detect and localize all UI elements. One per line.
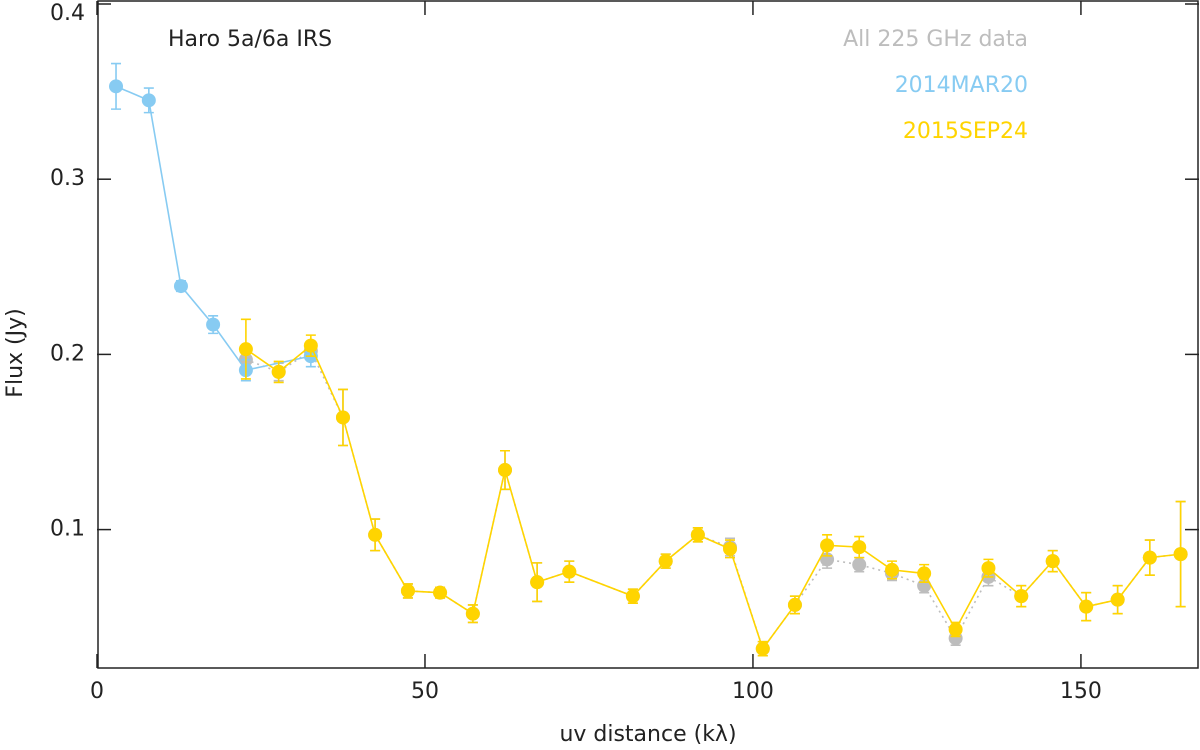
y-axis-label: Flux (Jy) <box>3 308 28 397</box>
data-point <box>1110 592 1125 607</box>
data-point <box>658 554 673 569</box>
data-point <box>109 79 124 94</box>
y-tick-label: 0.4 <box>50 1 85 26</box>
data-point <box>625 589 640 604</box>
data-point <box>238 342 253 357</box>
data-point <box>820 538 835 553</box>
data-point <box>562 564 577 579</box>
data-point <box>368 527 383 542</box>
data-point <box>1045 554 1060 569</box>
data-point <box>1079 599 1094 614</box>
data-point <box>335 410 350 425</box>
x-tick-label: 50 <box>411 679 439 704</box>
data-point <box>917 566 932 581</box>
y-tick-label: 0.2 <box>50 341 85 366</box>
data-point <box>852 540 867 555</box>
data-point <box>498 463 513 478</box>
data-point <box>141 93 156 108</box>
data-point <box>206 317 221 332</box>
plot-frame <box>97 0 1199 669</box>
data-point <box>530 575 545 590</box>
data-point <box>755 641 770 656</box>
data-point <box>400 583 415 598</box>
data-point <box>722 541 737 556</box>
series-line <box>245 344 1181 651</box>
data-point <box>981 561 996 576</box>
series-line <box>245 349 1181 651</box>
data-point <box>885 562 900 577</box>
data-point <box>690 527 705 542</box>
annotation: Haro 5a/6a IRS <box>168 27 332 52</box>
data-point <box>1173 547 1188 562</box>
data-point <box>173 279 188 294</box>
data-point <box>852 557 867 572</box>
x-axis-label: uv distance (kλ) <box>559 722 736 747</box>
data-point <box>1142 550 1157 565</box>
y-tick-label: 0.3 <box>50 166 85 191</box>
legend-entry: 2015SEP24 <box>903 119 1028 144</box>
y-tick-label: 0.1 <box>50 517 85 542</box>
x-tick-label: 100 <box>732 679 774 704</box>
data-point <box>948 622 963 637</box>
data-point <box>787 597 802 612</box>
data-point <box>271 364 286 379</box>
data-point <box>465 606 480 621</box>
data-point <box>1014 589 1029 604</box>
data-point <box>433 585 448 600</box>
legend-entry: 2014MAR20 <box>895 73 1028 98</box>
data-point <box>303 338 318 353</box>
legend-entry: All 225 GHz data <box>843 27 1028 52</box>
x-tick-label: 0 <box>90 679 104 704</box>
x-tick-label: 150 <box>1060 679 1102 704</box>
